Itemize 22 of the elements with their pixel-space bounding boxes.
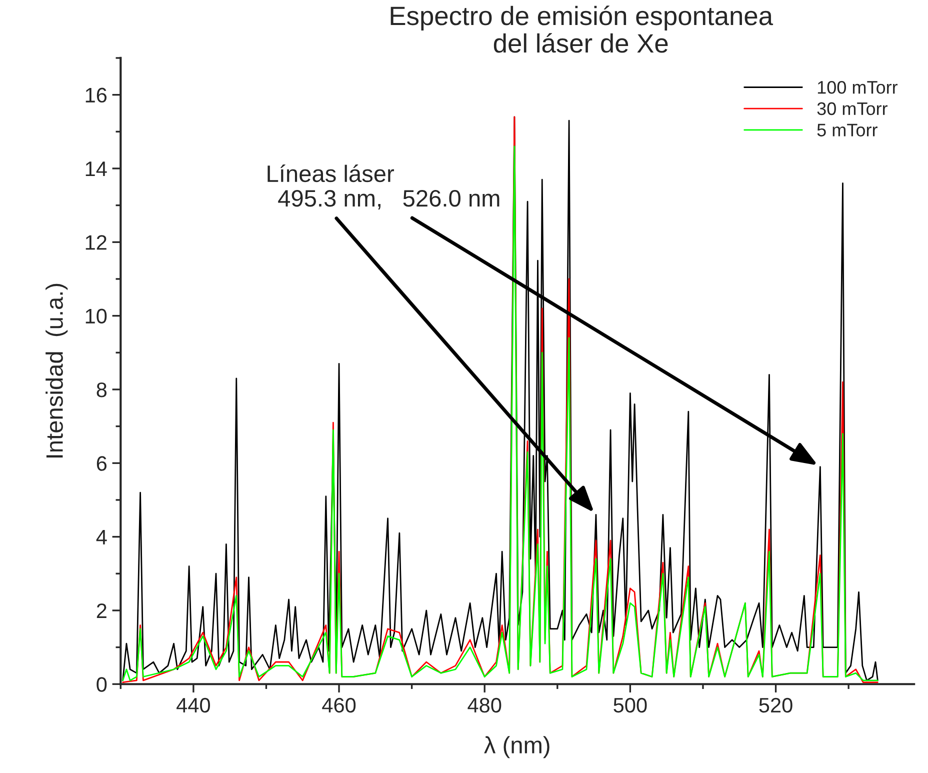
legend-label: 30 mTorr [817,102,888,116]
legend-label: 5 mTorr [817,124,878,136]
y-tick-label: 14 [86,162,107,176]
annotation: 526.0 nm [403,190,500,207]
x-tick-label: 460 [322,698,356,713]
y-tick-label: 12 [86,235,106,250]
legend-label: 100 mTorr [818,80,898,94]
y-tick-label: 6 [96,456,107,471]
chart-title: Espectro de emisión espontanea del láser de Xe [390,6,774,53]
x-tick-label: 520 [759,698,792,713]
x-tick-label: 500 [614,698,647,713]
x-tick-label: 440 [176,698,210,713]
annotation: Líneas láser 495.3 nm, [268,164,394,210]
y-tick-label: 2 [96,603,106,618]
y-tick-label: 10 [86,308,107,324]
y-axis-title: Intensidad (u.a.) [46,284,68,458]
y-tick-label: 4 [96,530,107,544]
y-tick-label: 8 [96,382,107,398]
y-tick-label: 0 [96,677,107,692]
x-axis-title: λ (nm) [484,736,550,758]
y-tick-label: 16 [86,88,107,103]
x-tick-label: 480 [468,698,502,713]
